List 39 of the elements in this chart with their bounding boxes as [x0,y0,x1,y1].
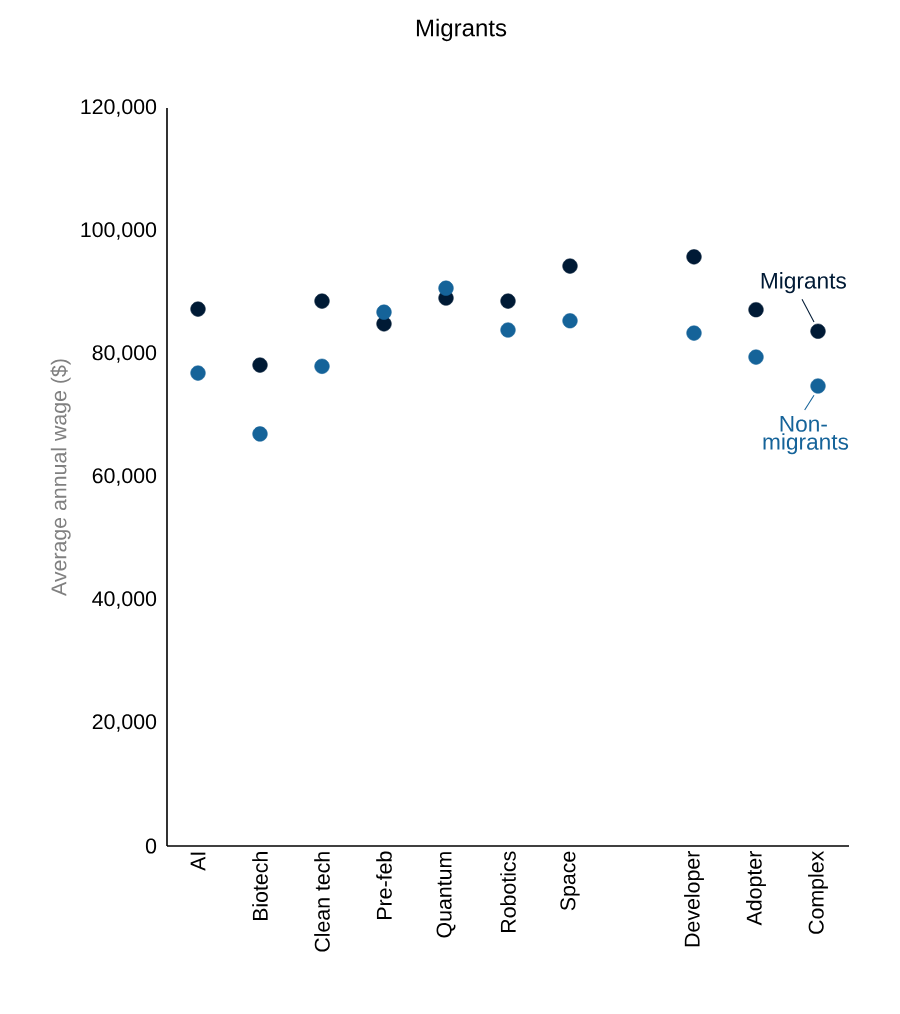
point [314,293,330,309]
x-tick-label: Biotech [252,852,268,921]
x-tick-label: Space [560,851,580,911]
point [748,302,764,318]
x-tick-label: Robotics [500,851,516,932]
point [190,365,206,381]
y-axis-title: Average annual wage ($) [50,359,71,596]
x-tick-label: Quantum [436,852,456,938]
point [562,313,578,329]
y-tick-label: 100,000 [81,222,157,240]
y-tick-label: 80,000 [92,345,157,363]
chart-title: Migrants [416,18,507,42]
y-tick-label: 20,000 [92,714,157,732]
point [686,249,702,265]
point [810,323,826,339]
point [500,293,516,309]
series-label: Migrants [761,272,846,294]
point [748,349,764,365]
x-tick-label: Clean tech [314,852,330,952]
y-tick-label: 60,000 [92,468,157,486]
point [190,301,206,317]
x-tick-label: Adopter [746,851,766,926]
x-tick-label: Complex [808,850,828,934]
point [686,325,702,341]
point [562,258,578,274]
point [500,322,516,338]
x-tick-label: Developer [684,851,704,947]
legend-label: Non-migrants [763,416,849,455]
x-tick-label: Pre-feb [376,851,392,919]
point [810,378,826,394]
x-tick-label: AI [190,852,206,871]
point [314,358,330,374]
y-tick-label: 120,000 [81,99,157,117]
y-tick-label: 40,000 [92,591,157,609]
y-tick-label: 0 [145,838,157,854]
point [438,280,454,296]
point [376,304,392,320]
point [252,357,268,373]
point [252,426,268,442]
